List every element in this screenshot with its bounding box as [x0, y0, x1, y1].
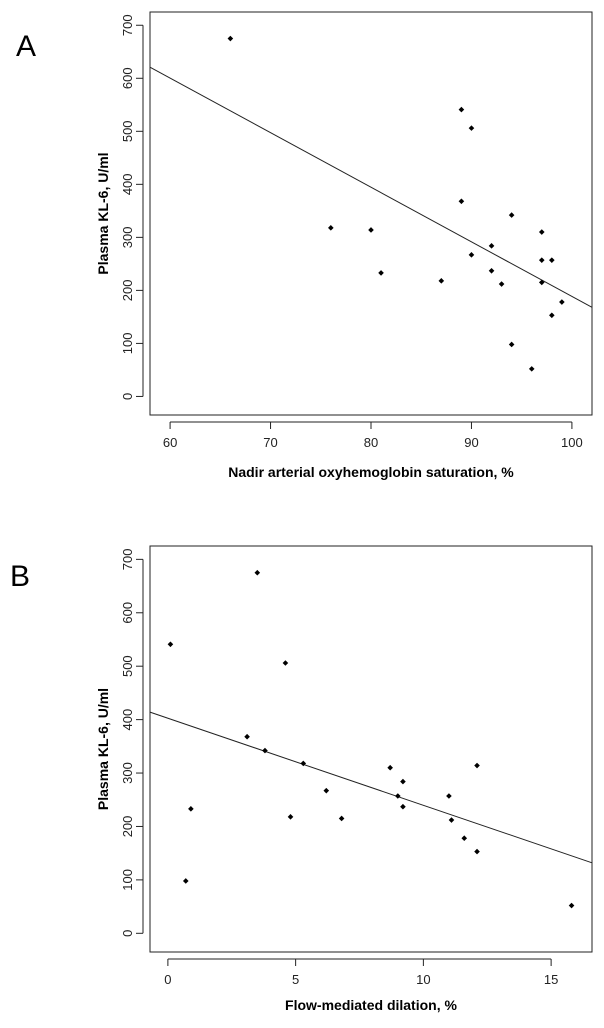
data-point	[167, 641, 174, 648]
y-axis-title: Plasma KL-6, U/ml	[95, 688, 111, 810]
y-tick-label: 100	[120, 333, 135, 355]
data-point	[498, 281, 505, 287]
data-point	[387, 764, 393, 771]
data-point	[244, 733, 250, 740]
x-tick-label: 90	[464, 435, 478, 450]
data-point	[468, 125, 475, 131]
y-tick-label: 700	[120, 14, 135, 36]
data-point	[300, 760, 307, 767]
data-point	[262, 747, 268, 754]
data-point	[368, 227, 374, 233]
panel-b-scatter-chart: B 0 100 200 300 400 500 600 700 0 5 10 15 Flow-mediat…	[10, 545, 593, 1013]
x-tick-label: 70	[263, 435, 277, 450]
x-tick-label: 10	[416, 972, 430, 987]
y-tick-label: 300	[120, 762, 135, 784]
data-point	[328, 225, 334, 231]
data-point	[282, 660, 289, 666]
data-point	[227, 35, 234, 42]
y-tick-label: 200	[120, 280, 135, 302]
data-point	[400, 803, 406, 810]
x-tick-label: 60	[163, 435, 177, 450]
data-point	[488, 267, 495, 274]
y-tick-label: 100	[120, 869, 135, 891]
data-point	[461, 835, 468, 842]
data-point	[400, 778, 406, 785]
panel-letter: A	[16, 30, 36, 63]
data-point	[338, 815, 345, 822]
data-point	[538, 229, 545, 235]
data-point	[538, 257, 545, 263]
data-point	[508, 212, 515, 218]
data-point	[488, 243, 495, 249]
data-point	[378, 270, 384, 276]
regression-line	[149, 66, 593, 308]
data-point	[468, 252, 475, 258]
data-point	[188, 806, 194, 812]
data-point	[568, 902, 575, 909]
data-point	[323, 787, 330, 794]
y-tick-label: 600	[120, 602, 135, 624]
data-point	[458, 106, 465, 113]
y-tick-label: 500	[120, 120, 135, 142]
data-point	[254, 569, 261, 576]
data-point	[474, 848, 480, 855]
x-tick-label: 5	[292, 972, 299, 987]
x-axis-title: Nadir arterial oxyhemoglobin saturation,…	[228, 464, 514, 480]
data-point	[182, 878, 189, 884]
y-tick-label: 700	[120, 549, 135, 571]
data-point	[538, 279, 545, 286]
y-tick-label: 600	[120, 67, 135, 89]
x-tick-label: 15	[544, 972, 558, 987]
y-tick-label: 300	[120, 227, 135, 249]
data-point	[395, 793, 401, 799]
panel-a-scatter-chart: A 0 100 200 300 400 500 600 700 60 70 80 90 100 Nadir …	[16, 11, 593, 480]
y-axis-title: Plasma KL-6, U/ml	[95, 152, 111, 274]
data-point	[549, 257, 555, 263]
regression-line	[149, 711, 593, 864]
x-axis-title: Flow-mediated dilation, %	[285, 997, 457, 1013]
x-tick-label: 80	[364, 435, 378, 450]
data-point	[508, 341, 515, 348]
data-point	[446, 793, 452, 799]
panel-letter: B	[10, 560, 30, 593]
data-point	[559, 299, 565, 305]
y-tick-label: 0	[120, 930, 135, 937]
data-point	[287, 814, 294, 820]
x-tick-label: 100	[561, 435, 583, 450]
data-point	[528, 366, 535, 372]
y-tick-label: 500	[120, 655, 135, 677]
y-tick-label: 400	[120, 173, 135, 195]
data-point	[458, 198, 465, 205]
data-point	[448, 817, 455, 823]
data-point	[474, 762, 480, 769]
data-point	[438, 278, 445, 284]
y-tick-label: 200	[120, 816, 135, 838]
plot-frame	[149, 545, 593, 953]
x-tick-label: 0	[164, 972, 171, 987]
plot-frame	[149, 11, 593, 416]
y-tick-label: 0	[120, 393, 135, 400]
data-point	[549, 312, 555, 319]
y-tick-label: 400	[120, 709, 135, 731]
